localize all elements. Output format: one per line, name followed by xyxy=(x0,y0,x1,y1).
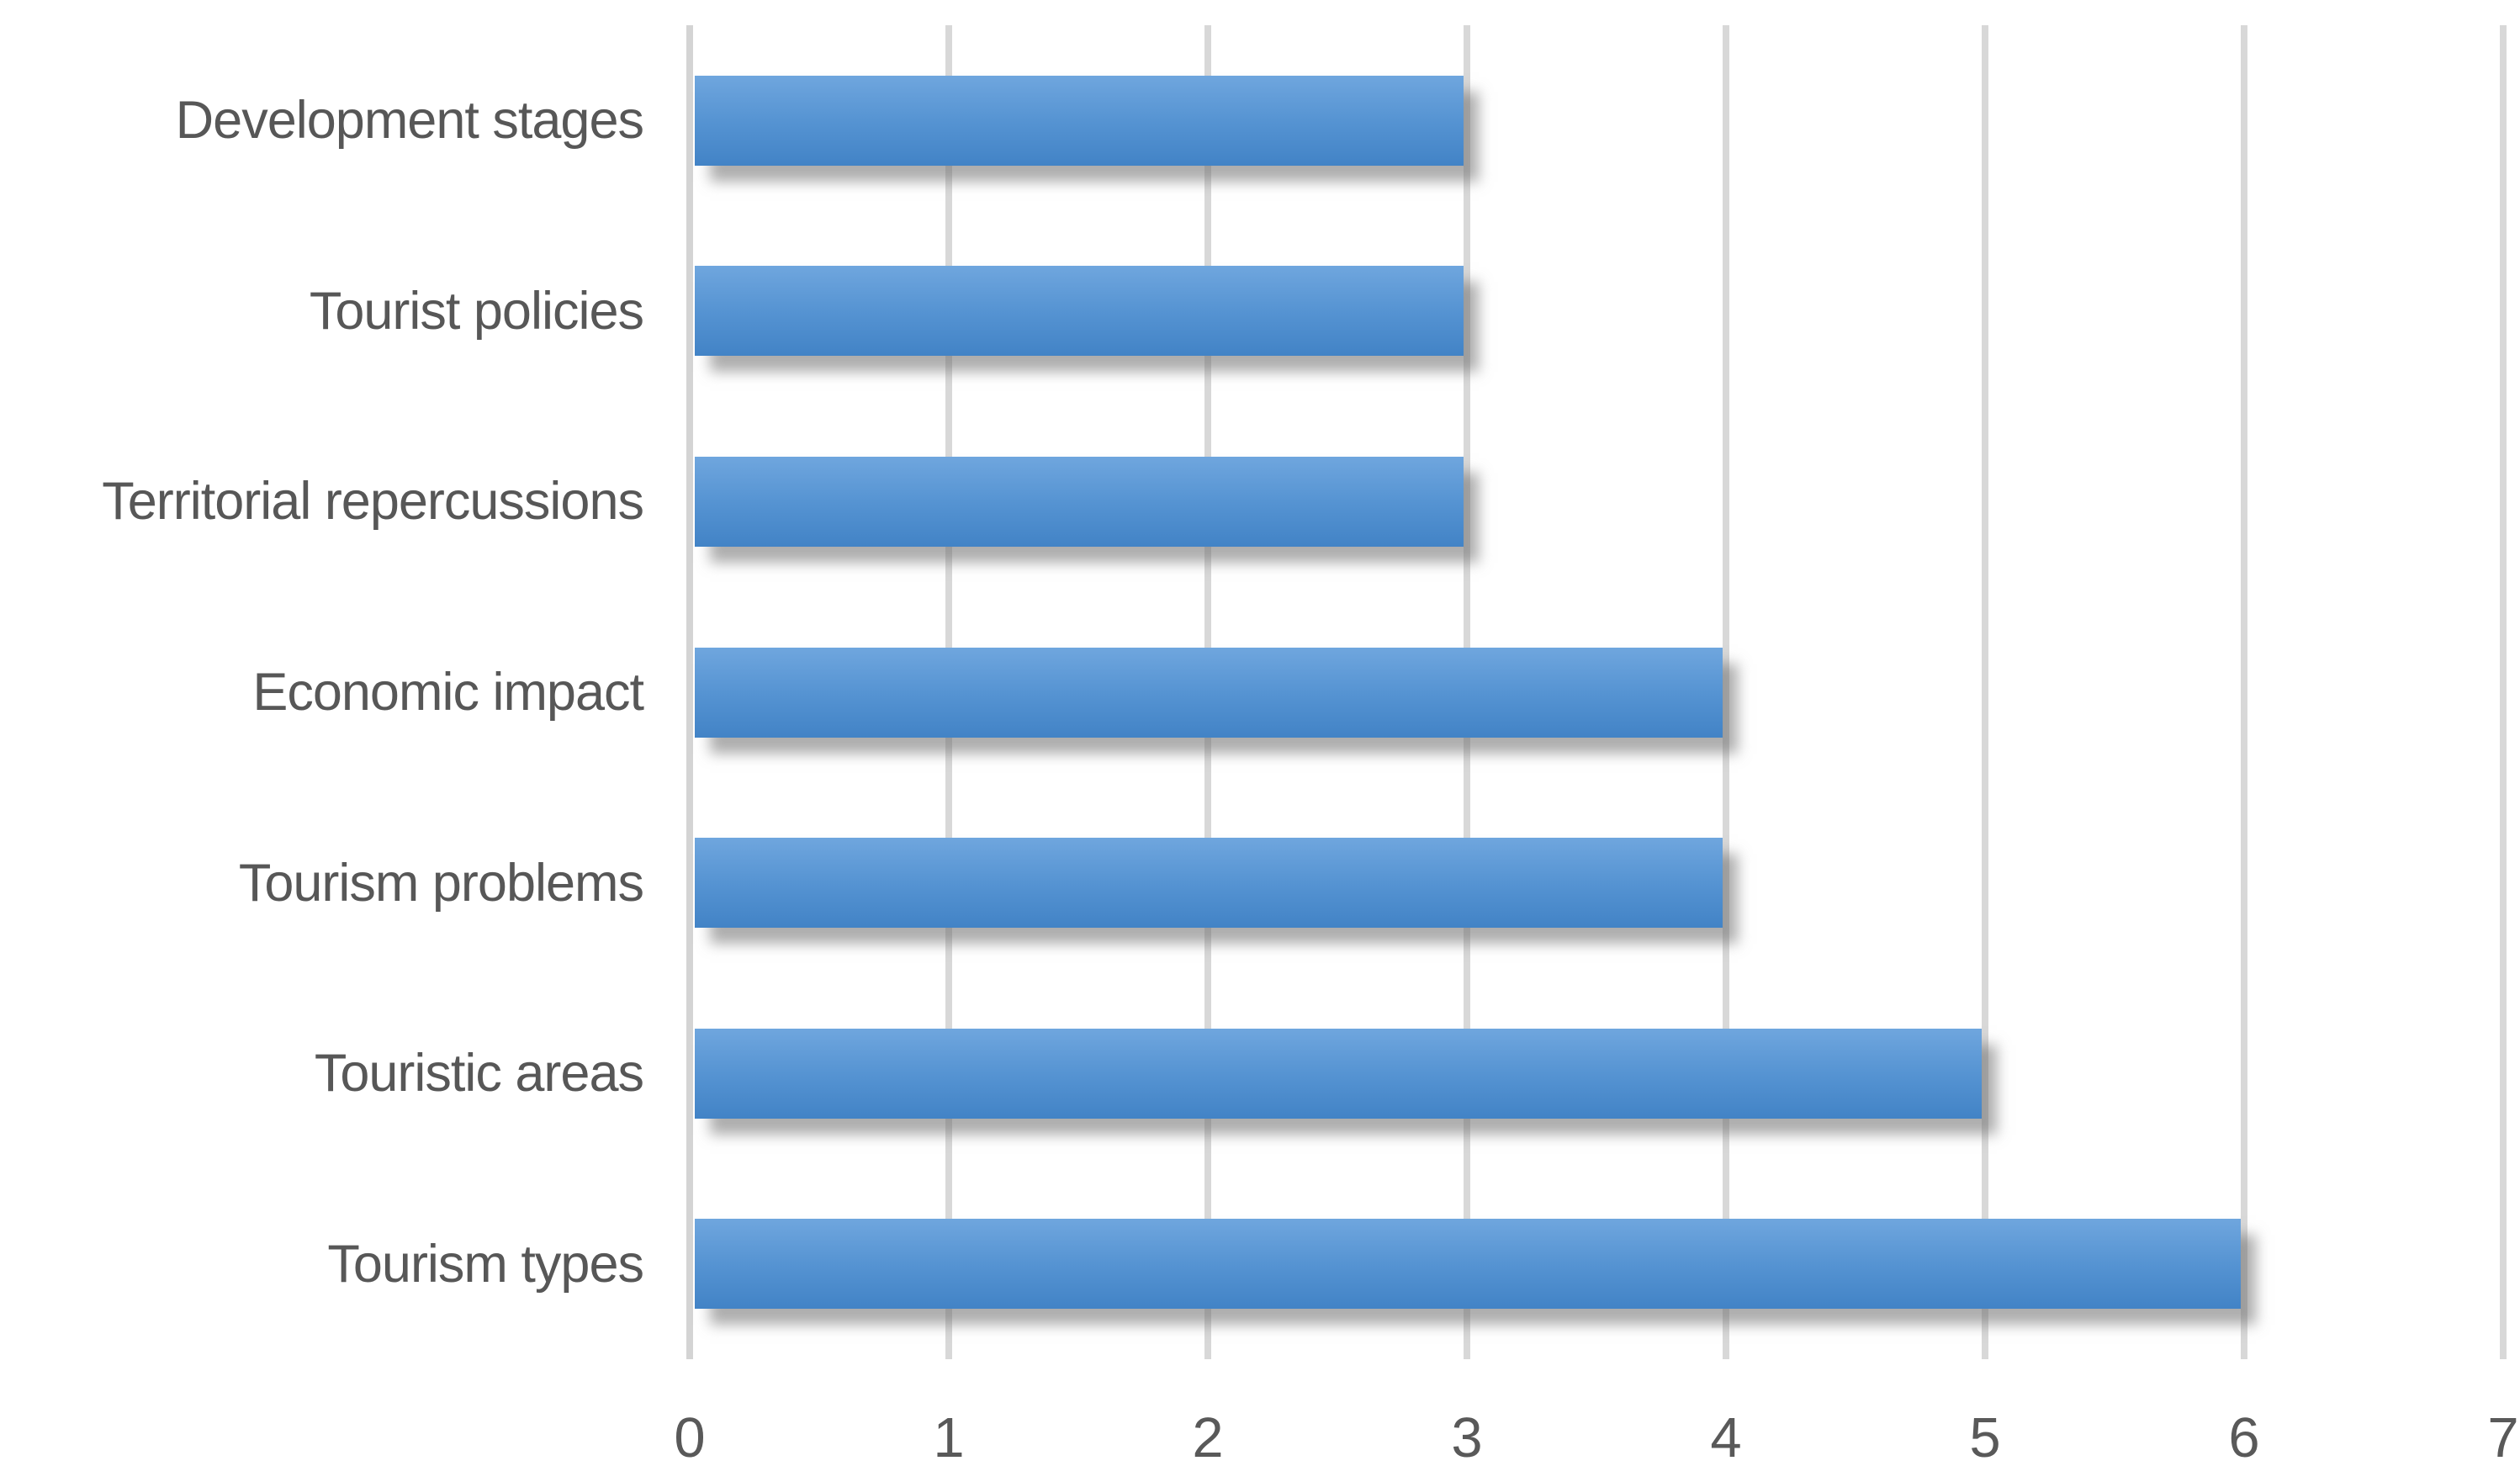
category-label: Territorial repercussions xyxy=(102,472,644,532)
bar xyxy=(695,1028,1982,1119)
category-label: Tourism problems xyxy=(238,853,644,913)
gridline xyxy=(2500,25,2507,1359)
x-tick-label: 5 xyxy=(1969,1406,2001,1469)
gridline xyxy=(1982,25,1988,1359)
x-tick-label: 3 xyxy=(1451,1406,1483,1469)
bar xyxy=(695,838,1723,929)
category-label: Economic impact xyxy=(252,663,644,722)
bar xyxy=(695,75,1464,166)
x-tick-label: 4 xyxy=(1710,1406,1742,1469)
x-tick-label: 0 xyxy=(674,1406,706,1469)
bar xyxy=(695,456,1464,547)
gridline xyxy=(2241,25,2247,1359)
category-label: Touristic areas xyxy=(314,1044,644,1104)
category-label: Tourist policies xyxy=(309,281,644,341)
gridline xyxy=(1723,25,1729,1359)
x-tick-label: 1 xyxy=(933,1406,965,1469)
category-label: Tourism types xyxy=(327,1234,644,1294)
x-tick-label: 6 xyxy=(2228,1406,2260,1469)
plot-area xyxy=(686,25,2510,1359)
y-axis-line xyxy=(686,25,693,1359)
bar xyxy=(695,266,1464,357)
bar xyxy=(695,1219,2241,1310)
x-tick-label: 2 xyxy=(1192,1406,1224,1469)
x-tick-label: 7 xyxy=(2487,1406,2519,1469)
category-label: Development stages xyxy=(175,91,644,151)
bar xyxy=(695,647,1723,738)
